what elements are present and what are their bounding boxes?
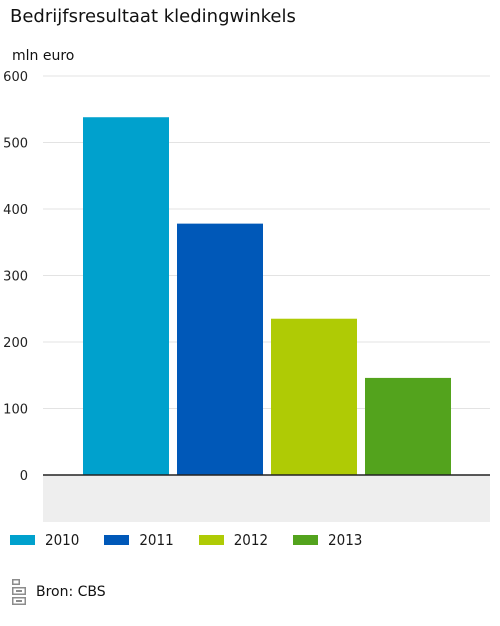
chart-legend: 2010 2011 2012 2013 (10, 531, 387, 549)
source-note: Bron: CBS (10, 578, 106, 606)
legend-label-2013: 2013 (328, 531, 363, 549)
bar-2011 (177, 223, 263, 475)
legend-item-2010: 2010 (10, 531, 79, 549)
legend-item-2011: 2011 (104, 531, 174, 549)
chart-title: Bedrijfsresultaat kledingwinkels (10, 6, 296, 27)
y-axis-unit-label: mln euro (12, 48, 75, 64)
legend-swatch-2010 (10, 535, 35, 545)
y-tick-label-400: 400 (3, 203, 28, 218)
y-tick-label-500: 500 (3, 137, 28, 152)
cbs-logo-icon (12, 579, 26, 605)
y-tick-label-0: 0 (20, 469, 28, 484)
legend-label-2012: 2012 (233, 531, 269, 549)
y-tick-label-300: 300 (3, 270, 28, 285)
bar-2012 (271, 318, 357, 475)
y-tick-label-100: 100 (3, 403, 28, 418)
legend-label-2010: 2010 (45, 531, 80, 549)
bar-2010 (83, 117, 169, 475)
legend-item-2012: 2012 (198, 531, 269, 549)
source-label: Bron: CBS (36, 584, 106, 600)
bar-2013 (365, 377, 451, 475)
legend-swatch-2011 (104, 535, 130, 545)
y-tick-label-600: 600 (3, 70, 28, 85)
legend-swatch-2012 (198, 535, 224, 545)
legend-item-2013: 2013 (293, 531, 362, 549)
legend-label-2011: 2011 (139, 531, 174, 549)
x-axis-band (43, 475, 490, 522)
y-tick-label-200: 200 (3, 336, 28, 351)
legend-swatch-2013 (293, 535, 319, 545)
